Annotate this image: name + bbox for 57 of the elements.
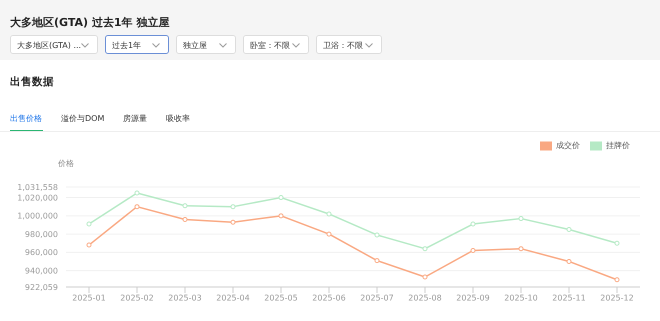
x-tick-label: 2025-04: [216, 294, 250, 303]
point: [374, 232, 380, 238]
x-tick-label: 2025-05: [264, 294, 298, 303]
x-tick-label: 2025-08: [408, 294, 442, 303]
y-tick-label: 1,000,000: [17, 212, 58, 221]
y-tick-label: 980,000: [24, 230, 58, 239]
x-tick-label: 2025-11: [552, 294, 586, 303]
chart-title: 大多地区(GTA) 过去1年 独立屋: [10, 15, 170, 30]
dropdown-field: 卫浴：不限: [316, 35, 382, 54]
point: [518, 246, 524, 252]
x-tick-label: 2025-03: [168, 294, 202, 303]
x-tick-label: 2025-12: [600, 294, 634, 303]
point: [566, 227, 572, 232]
point: [470, 222, 476, 227]
legend-label: 成交价: [556, 141, 580, 150]
point: [518, 216, 524, 222]
point: [278, 195, 284, 200]
y-tick-label: 960,000: [24, 248, 58, 258]
x-tick-label: 2025-10: [504, 294, 538, 303]
y-tick-label: 1,020,000: [17, 193, 58, 202]
y-axis-title: 价格: [58, 158, 74, 169]
text: 出售价格: [10, 113, 42, 124]
point: [230, 220, 236, 225]
point: [134, 204, 140, 210]
x-tick-label: 2025-07: [360, 294, 394, 303]
y-tick-label: 922,059: [24, 282, 58, 292]
dropdown-field: 独立屋: [176, 35, 236, 54]
point: [86, 242, 92, 248]
point: [614, 277, 620, 282]
point: [278, 213, 284, 218]
y-tick-label: 940,000: [24, 266, 58, 276]
point: [326, 232, 332, 237]
point: [422, 246, 428, 252]
point: [326, 211, 332, 216]
x-tick-label: 2025-09: [456, 294, 490, 303]
text: 溢价与DOM: [61, 113, 104, 124]
point: [422, 274, 428, 280]
point: [566, 258, 572, 264]
x-tick-label: 2025-01: [72, 294, 106, 303]
point: [374, 258, 380, 264]
text: 吸收率: [166, 113, 190, 124]
x-tick-label: 2025-06: [312, 294, 346, 303]
dropdown-field: 大多地区(GTA) ...: [10, 35, 98, 54]
dropdown-field: 过去1年: [105, 35, 169, 54]
point: [134, 190, 140, 196]
point: [614, 240, 620, 246]
text: 房源量: [123, 113, 147, 124]
point: [470, 248, 476, 254]
point: [86, 222, 92, 227]
point: [230, 204, 236, 210]
point: [182, 203, 188, 208]
chart-subtitle: 出售数据: [10, 75, 54, 89]
y-tick-label: 1,031,558: [17, 182, 58, 192]
point: [182, 216, 188, 222]
dropdown-field: 卧室：不限: [243, 35, 309, 54]
legend-label: 挂牌价: [606, 141, 630, 150]
x-tick-label: 2025-02: [120, 294, 154, 303]
